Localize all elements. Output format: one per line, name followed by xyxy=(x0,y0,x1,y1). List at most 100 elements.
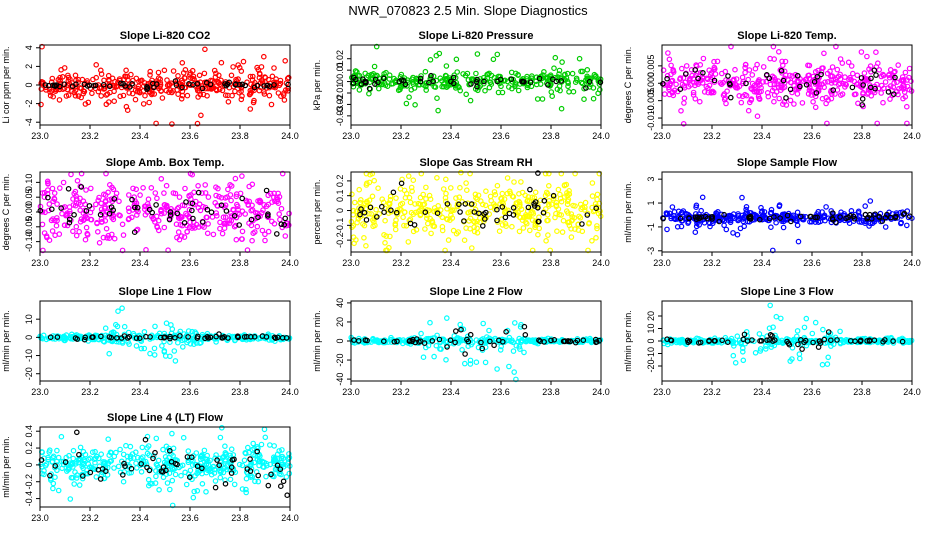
data-point-green xyxy=(498,83,504,90)
data-point-black xyxy=(783,95,789,101)
data-point-magenta xyxy=(818,69,825,75)
data-point-blue xyxy=(760,216,766,222)
data-point-cyan xyxy=(789,356,795,362)
data-point-blue xyxy=(767,210,774,216)
data-point-cyan xyxy=(143,461,150,468)
data-point-black xyxy=(121,333,128,339)
data-point-green xyxy=(430,73,437,80)
data-point-red xyxy=(281,97,288,103)
data-point-magenta xyxy=(77,219,84,225)
data-point-black xyxy=(153,202,159,208)
data-point-magenta xyxy=(103,170,109,177)
x-tick-label: 23.4 xyxy=(753,131,771,141)
data-point-magenta xyxy=(854,72,861,79)
data-point-cyan xyxy=(744,332,750,339)
data-point-magenta xyxy=(73,223,80,230)
data-point-magenta xyxy=(175,204,182,211)
data-point-cyan xyxy=(252,478,258,485)
data-point-black xyxy=(422,209,429,216)
data-point-yellow xyxy=(401,209,408,216)
data-point-yellow xyxy=(410,211,417,218)
data-point-magenta xyxy=(137,192,143,198)
data-point-black xyxy=(561,338,568,345)
data-point-magenta xyxy=(764,90,771,96)
data-point-black xyxy=(150,455,156,462)
data-point-cyan xyxy=(70,455,77,462)
data-point-cyan xyxy=(45,454,51,461)
data-point-green xyxy=(486,84,493,91)
data-point-magenta xyxy=(117,212,123,219)
data-point-blue xyxy=(723,226,730,233)
data-point-cyan xyxy=(86,464,93,470)
data-point-yellow xyxy=(399,200,406,207)
data-point-green xyxy=(566,89,572,95)
data-point-green xyxy=(453,56,460,63)
data-point-magenta xyxy=(205,221,211,227)
data-point-black xyxy=(899,338,906,345)
data-point-black xyxy=(251,84,258,91)
data-point-black xyxy=(494,217,500,224)
data-point-magenta xyxy=(802,77,809,83)
data-point-yellow xyxy=(518,206,525,213)
data-point-green xyxy=(556,67,563,74)
data-point-black xyxy=(274,462,281,469)
data-point-black xyxy=(866,211,873,218)
data-point-black xyxy=(207,81,214,88)
data-point-cyan xyxy=(138,468,145,475)
data-point-red xyxy=(195,81,202,88)
data-point-green xyxy=(564,78,571,85)
data-points xyxy=(348,43,604,114)
data-point-magenta xyxy=(767,55,773,62)
data-point-yellow xyxy=(487,204,494,211)
data-point-green xyxy=(418,73,424,79)
data-point-black xyxy=(867,84,874,91)
data-point-cyan xyxy=(423,335,430,342)
data-point-red xyxy=(120,92,127,99)
data-point-magenta xyxy=(154,195,160,202)
data-point-cyan xyxy=(154,462,161,469)
data-point-black xyxy=(388,207,394,214)
data-point-magenta xyxy=(760,64,767,70)
y-tick-label: -2 xyxy=(24,100,34,108)
data-point-cyan xyxy=(160,446,166,453)
data-point-yellow xyxy=(417,194,424,201)
data-point-black xyxy=(47,472,53,479)
x-tick-label: 23.2 xyxy=(81,387,99,397)
data-point-black xyxy=(228,470,235,476)
data-point-cyan xyxy=(138,345,145,352)
data-point-cyan xyxy=(144,445,150,451)
data-point-cyan xyxy=(46,449,53,455)
data-point-black xyxy=(158,468,165,475)
data-point-magenta xyxy=(52,232,58,239)
data-point-black xyxy=(152,449,158,456)
data-point-magenta xyxy=(154,223,160,230)
data-point-red xyxy=(230,64,236,70)
data-point-yellow xyxy=(545,232,551,238)
data-point-magenta xyxy=(78,170,85,177)
data-point-cyan xyxy=(739,345,746,352)
data-point-magenta xyxy=(688,67,695,73)
data-point-green xyxy=(410,74,416,81)
data-point-cyan xyxy=(151,352,158,358)
data-point-cyan xyxy=(152,480,159,486)
data-point-black xyxy=(86,203,93,209)
data-point-magenta xyxy=(751,82,758,89)
data-point-yellow xyxy=(518,179,524,185)
data-point-yellow xyxy=(443,216,450,222)
data-point-black xyxy=(885,89,892,95)
data-point-black xyxy=(847,213,854,219)
data-point-yellow xyxy=(427,215,434,222)
data-point-cyan xyxy=(217,434,224,441)
data-point-red xyxy=(135,85,141,92)
data-point-magenta xyxy=(184,228,191,235)
data-point-cyan xyxy=(222,443,228,450)
data-point-magenta xyxy=(728,43,734,50)
data-point-cyan xyxy=(279,447,285,453)
y-tick-label: 0.2 xyxy=(335,175,345,188)
data-point-cyan xyxy=(239,486,246,492)
data-point-green xyxy=(442,72,449,79)
data-point-cyan xyxy=(169,502,176,509)
data-point-green xyxy=(354,69,360,75)
data-point-yellow xyxy=(590,208,597,215)
data-point-black xyxy=(448,78,454,85)
